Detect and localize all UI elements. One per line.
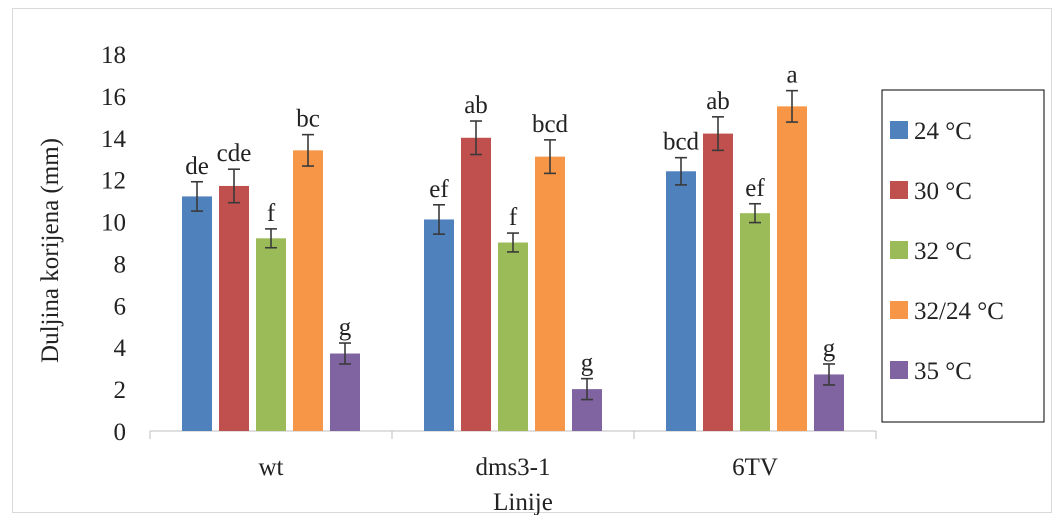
y-tick-label: 8 — [114, 251, 127, 278]
significance-label: ab — [706, 88, 730, 115]
legend-label: 24 °C — [914, 118, 972, 145]
legend: 24 °C 30 °C 32 °C 32/24 °C 35 °C — [881, 89, 1045, 423]
y-tick-label: 14 — [101, 126, 127, 153]
bar — [740, 213, 770, 431]
significance-label: ab — [464, 92, 488, 119]
error-bar — [433, 204, 445, 235]
x-axis — [149, 430, 877, 439]
significance-label: f — [267, 200, 276, 227]
bar — [219, 185, 249, 431]
error-bar — [191, 180, 203, 212]
significance-label: a — [786, 62, 797, 89]
x-tick-labels: wt dms3-1 6TV — [259, 454, 778, 481]
legend-swatch — [890, 121, 908, 139]
bar — [424, 219, 454, 431]
significance-label: g — [581, 350, 594, 377]
chart-frame — [12, 8, 1052, 513]
x-tick-label: wt — [259, 454, 284, 481]
bar — [498, 242, 528, 431]
error-bar — [675, 156, 687, 186]
y-tick-label: 18 — [101, 42, 126, 69]
significance-label: g — [339, 314, 352, 341]
legend-label: 30 °C — [914, 178, 972, 205]
legend-label: 32/24 °C — [914, 298, 1004, 325]
significance-label: de — [185, 153, 209, 180]
error-bar — [228, 168, 240, 204]
legend-label: 35 °C — [914, 358, 972, 385]
y-axis-title: Duljina korijena (mm) — [37, 138, 64, 363]
error-bar — [749, 202, 761, 224]
x-tick-label: 6TV — [732, 454, 778, 481]
significance-label: ef — [429, 176, 449, 203]
error-bar — [581, 377, 593, 401]
error-bar — [302, 133, 314, 167]
error-bar — [339, 342, 351, 365]
y-tick-label: 4 — [114, 335, 127, 362]
legend-box — [881, 89, 1045, 423]
y-tick-label: 6 — [114, 293, 127, 320]
x-tick-label: dms3-1 — [476, 454, 551, 481]
legend-label: 32 °C — [914, 238, 972, 265]
error-bar — [823, 363, 835, 386]
y-tick-label: 16 — [101, 84, 126, 111]
significance-label: g — [823, 335, 836, 362]
bar — [182, 196, 212, 431]
significance-label: bc — [296, 106, 320, 133]
significance-label: f — [509, 204, 518, 231]
significance-label: bcd — [663, 129, 700, 156]
legend-swatch — [890, 301, 908, 319]
error-bar — [712, 116, 724, 152]
bar — [461, 137, 491, 431]
y-tick-label: 2 — [114, 377, 127, 404]
significance-label: ef — [745, 175, 765, 202]
legend-swatch — [890, 241, 908, 259]
bar — [777, 106, 807, 431]
legend-swatch — [890, 181, 908, 199]
error-bar — [544, 139, 556, 175]
error-bar — [470, 120, 482, 156]
significance-label: bcd — [532, 111, 569, 138]
y-tick-label: 0 — [114, 419, 127, 446]
y-tick-label: 10 — [101, 210, 126, 237]
y-tick-label: 12 — [101, 168, 126, 195]
x-axis-title: Linije — [493, 489, 553, 515]
legend-swatch — [890, 361, 908, 379]
error-bar — [786, 89, 798, 123]
bar — [535, 156, 565, 431]
bar — [703, 133, 733, 432]
error-bar — [507, 232, 519, 253]
significance-label: cde — [217, 140, 252, 167]
bar — [293, 150, 323, 431]
error-bar — [265, 228, 277, 249]
bar — [256, 238, 286, 431]
y-axis: 0 2 4 6 8 10 12 14 16 18 — [101, 42, 127, 446]
bar — [666, 171, 696, 432]
bar — [330, 353, 360, 431]
